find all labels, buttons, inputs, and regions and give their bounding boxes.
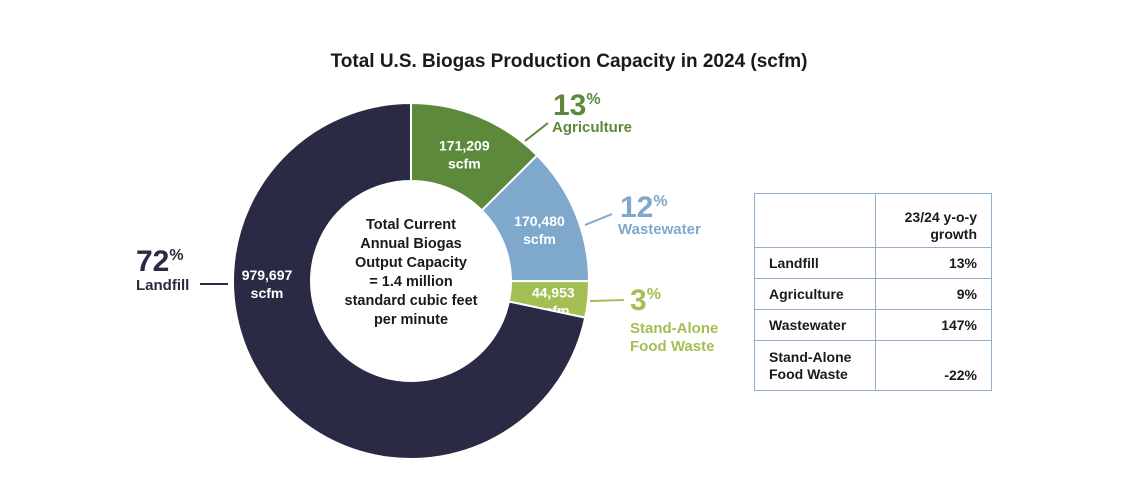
slice-unit-label-agriculture: scfm	[448, 156, 481, 172]
center-text-line: per minute	[374, 312, 448, 328]
center-text-line: Total Current	[366, 217, 456, 233]
chart-title: Total U.S. Biogas Production Capacity in…	[331, 51, 808, 72]
table-header-row: 23/24 y-o-y growth	[754, 193, 992, 248]
slice-category-label-wastewater: Wastewater	[618, 221, 701, 238]
leader-line-stand-alone-food-waste	[589, 299, 625, 302]
slice-value-label-wastewater: 170,480	[514, 213, 565, 229]
slice-unit-label-landfill: scfm	[251, 285, 284, 301]
table-row: Landfill 13%	[754, 247, 992, 279]
slice-value-label-agriculture: 171,209	[439, 138, 490, 154]
growth-table: 23/24 y-o-y growth Landfill 13% Agricult…	[754, 193, 992, 391]
slice-category-label-agriculture: Agriculture	[552, 119, 632, 136]
slice-landfill	[232, 101, 587, 460]
leader-line-wastewater	[584, 213, 613, 226]
table-cell-category: Stand-Alone Food Waste	[754, 340, 876, 391]
table-row: Stand-Alone Food Waste -22%	[754, 340, 992, 391]
slice-percent-wastewater: 12%	[620, 191, 668, 224]
table-row: Wastewater 147%	[754, 309, 992, 341]
slice-unit-label-wastewater: scfm	[523, 231, 556, 247]
slice-percent-landfill: 72%	[136, 245, 184, 278]
table-cell-category: Landfill	[754, 247, 876, 279]
leader-line-agriculture	[524, 122, 549, 142]
table-header-blank	[754, 193, 876, 248]
slice-category-label-landfill: Landfill	[136, 277, 189, 294]
slice-category-label-stand-alone-food-waste: Food Waste	[630, 338, 714, 355]
center-text-line: standard cubic feet	[345, 293, 478, 309]
slice-percent-agriculture: 13%	[553, 89, 601, 122]
table-header-growth: 23/24 y-o-y growth	[875, 193, 992, 248]
table-row: Agriculture 9%	[754, 278, 992, 310]
table-cell-growth: -22%	[875, 340, 992, 391]
center-text-line: Output Capacity	[355, 255, 467, 271]
center-text-line: = 1.4 million	[369, 274, 452, 290]
slice-category-label-stand-alone-food-waste: Stand-Alone	[630, 320, 718, 337]
slice-value-label-landfill: 979,697	[242, 267, 293, 283]
slice-value-label-stand-alone-food-waste: 44,953	[532, 284, 575, 300]
slice-percent-stand-alone-food-waste: 3%	[630, 284, 661, 317]
table-cell-category: Wastewater	[754, 309, 876, 341]
table-cell-category: Agriculture	[754, 278, 876, 310]
table-header-growth-label: 23/24 y-o-y growth	[904, 209, 977, 242]
table-cell-growth: 9%	[875, 278, 992, 310]
center-text-line: Annual Biogas	[360, 236, 462, 252]
table-cell-growth: 13%	[875, 247, 992, 279]
table-cell-growth: 147%	[875, 309, 992, 341]
